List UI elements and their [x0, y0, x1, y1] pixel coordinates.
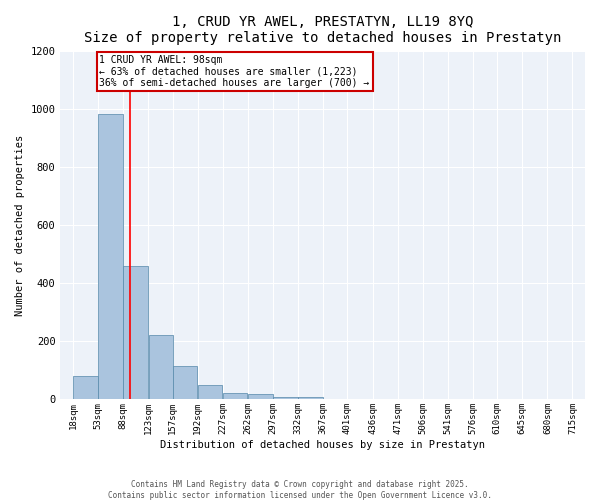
Bar [173, 366, 197, 400]
Text: Contains HM Land Registry data © Crown copyright and database right 2025.
Contai: Contains HM Land Registry data © Crown c… [108, 480, 492, 500]
Bar [223, 393, 247, 400]
Bar [73, 376, 98, 400]
Bar [248, 394, 272, 400]
Bar [149, 336, 173, 400]
Bar [98, 114, 123, 400]
Bar [124, 266, 148, 400]
Bar [198, 385, 223, 400]
Bar [273, 396, 298, 400]
X-axis label: Distribution of detached houses by size in Prestatyn: Distribution of detached houses by size … [160, 440, 485, 450]
Text: 1 CRUD YR AWEL: 98sqm
← 63% of detached houses are smaller (1,223)
36% of semi-d: 1 CRUD YR AWEL: 98sqm ← 63% of detached … [100, 55, 370, 88]
Title: 1, CRUD YR AWEL, PRESTATYN, LL19 8YQ
Size of property relative to detached house: 1, CRUD YR AWEL, PRESTATYN, LL19 8YQ Siz… [84, 15, 562, 45]
Bar [298, 396, 323, 400]
Y-axis label: Number of detached properties: Number of detached properties [15, 134, 25, 316]
